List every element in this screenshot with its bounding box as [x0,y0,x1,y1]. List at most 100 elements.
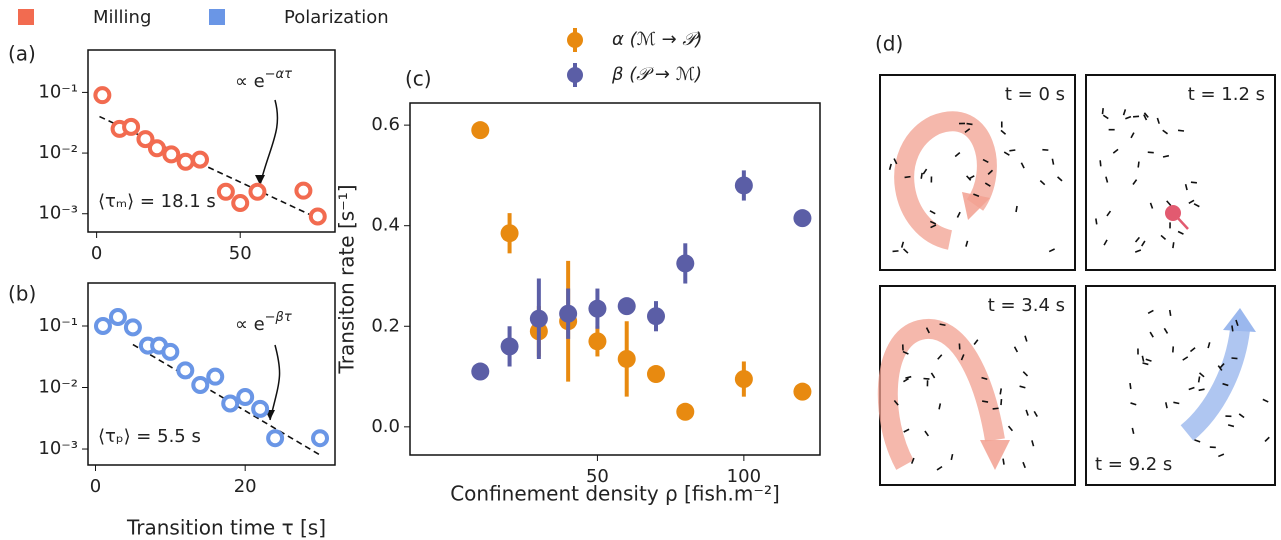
fish [900,241,905,248]
point [529,309,548,328]
point [191,150,210,169]
point [500,224,519,243]
fish [973,193,980,197]
point [123,318,142,337]
point [236,388,255,407]
fish [1101,108,1104,115]
fish [1134,249,1142,253]
point [251,399,270,418]
fish [1137,161,1140,168]
point [559,304,578,323]
point [647,307,665,326]
fish [1033,410,1038,417]
polarization-arrow [1180,328,1250,441]
fish [902,350,909,355]
point [588,299,607,318]
fish [1020,162,1025,169]
fish [1163,327,1169,334]
fish [1149,331,1154,338]
point [308,207,327,226]
frame-label: t = 3.4 s [988,295,1065,316]
fish [910,457,915,464]
fish [1189,347,1196,353]
y-tick-label: 10⁻² [38,142,78,163]
legend-swatch [209,9,225,25]
fish [1142,362,1149,366]
point [793,209,812,228]
fish [1048,248,1055,253]
fish [966,175,972,181]
fish [1099,160,1102,167]
fish [968,175,975,180]
fish [1184,184,1188,191]
fit-label: ∝ e−βτ [235,310,292,336]
frame-label: t = 1.2 s [1188,84,1265,105]
fish [1131,427,1135,434]
fish [920,172,923,179]
fish [1106,210,1112,217]
fish [893,400,899,406]
axes-frame [87,282,336,466]
x-tick-label: 50 [229,243,252,264]
fish [902,248,909,254]
fit-base: ∝ e [235,314,265,335]
fish-arrow [1175,215,1189,230]
fish [987,169,994,175]
fish [1125,115,1132,120]
fish [1197,376,1201,383]
fish [1168,309,1172,317]
fish [1130,132,1135,139]
point [93,86,112,105]
fish [1000,399,1003,406]
fish [1122,109,1127,116]
fish [1013,346,1019,353]
fish [1051,158,1055,165]
fish [1024,335,1028,342]
fish [1003,151,1010,156]
fish [1238,413,1245,419]
y-tick-label: 10⁻² [38,377,78,398]
fit-exponent: −βτ [265,310,292,325]
fish [1198,372,1205,378]
x-axis-label: Confinement density ρ [fish.m⁻²] [450,482,780,506]
y-tick-label: 0.2 [371,315,400,336]
fish [1112,148,1119,154]
fish [1147,309,1154,315]
point [147,139,166,158]
fish [1188,199,1195,205]
fit-label: ∝ e−ατ [235,67,292,93]
fish [888,163,892,170]
fish [982,400,989,403]
fish [938,403,942,410]
legend-label: α (ℳ → 𝒫) [612,29,702,50]
point [221,394,240,413]
point [500,337,519,356]
y-tick-label: 10⁻³ [38,203,78,224]
fish [892,250,899,253]
mean-label: ⟨τₘ⟩ = 18.1 s [98,191,216,212]
fish [903,428,910,433]
fish [1156,117,1160,124]
x-tick-label: 0 [91,243,102,264]
fish [905,375,912,379]
point [122,117,141,136]
fish [923,377,930,380]
snapshot-arrows [877,111,1256,470]
legend-label: Milling [93,7,151,28]
x-tick-label: 0 [90,476,101,497]
y-axis-label: Transiton rate [s⁻¹] [335,184,359,374]
fish [1025,409,1029,416]
fit-arrow [259,99,279,186]
point [136,130,155,149]
point [231,194,250,213]
point [206,367,225,386]
fish [1102,114,1109,120]
point [93,316,112,335]
fish [1141,355,1145,362]
fish [1057,176,1063,182]
fish [925,327,930,334]
fish [1103,239,1108,246]
fish [1173,401,1180,405]
fish [1182,356,1189,361]
axes-frame [87,49,336,233]
